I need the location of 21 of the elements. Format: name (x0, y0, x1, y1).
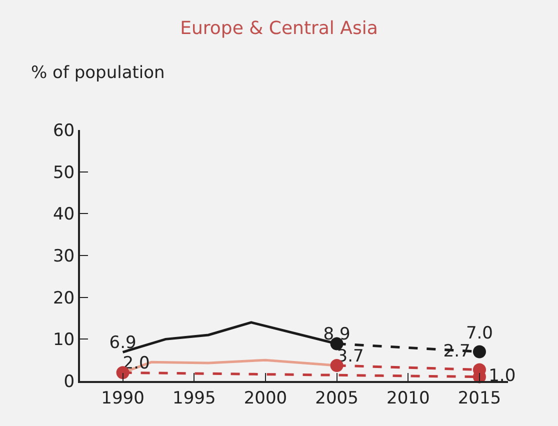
y-tick-label: 10 (52, 330, 75, 350)
y-tick-label: 20 (52, 288, 75, 308)
data-label: 2.0 (122, 353, 150, 374)
data-label: 6.9 (109, 332, 136, 353)
x-tick-label: 2015 (458, 388, 502, 408)
point (472, 345, 486, 358)
y-tick-label: 50 (52, 162, 75, 183)
y-tick-label: 30 (52, 246, 75, 266)
data-label: 7.0 (466, 323, 493, 344)
y-tick-label: 0 (64, 372, 75, 392)
x-tick-label: 1995 (172, 388, 216, 408)
data-label: 1.0 (488, 366, 516, 386)
x-tick-label: 2000 (244, 388, 288, 408)
x-tick-label: 2005 (315, 388, 358, 408)
y-tick-label: 40 (52, 204, 75, 225)
data-label: 8.9 (323, 324, 350, 345)
chart-title: Europe & Central Asia (180, 18, 378, 39)
x-tick-label: 1990 (101, 388, 144, 408)
x-tick-label: 2010 (386, 388, 430, 408)
y-tick-label: 60 (52, 120, 75, 141)
y-axis-title: % of population (31, 63, 165, 83)
